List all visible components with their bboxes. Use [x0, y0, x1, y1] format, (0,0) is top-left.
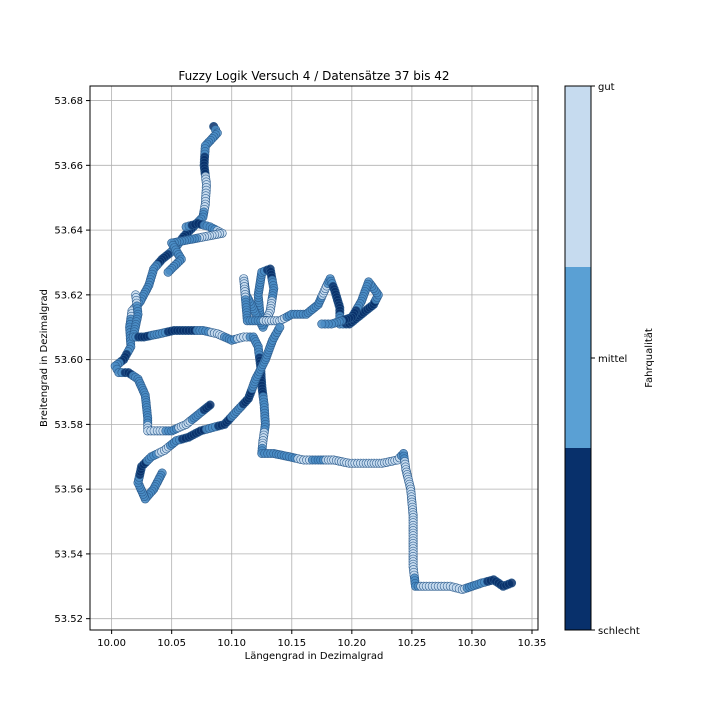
- y-tick-label: 53.60: [54, 355, 83, 366]
- x-tick-label: 10.00: [97, 638, 126, 649]
- y-tick-label: 53.66: [54, 161, 83, 172]
- track-points: [110, 122, 517, 594]
- grid-lines: [90, 86, 538, 630]
- x-tick-label: 10.15: [277, 638, 306, 649]
- y-tick-label: 53.62: [54, 290, 83, 301]
- y-tick-label: 53.68: [54, 96, 83, 107]
- chart-title: Fuzzy Logik Versuch 4 / Datensätze 37 bi…: [178, 69, 449, 83]
- y-tick-label: 53.58: [54, 420, 83, 431]
- y-axis-ticks: 53.52 53.54 53.56 53.58 53.60 53.62 53.64 53.66…: [54, 96, 90, 625]
- colorbar: gut mittel schlecht Fahrqualität: [564, 82, 655, 637]
- x-tick-label: 10.20: [338, 638, 367, 649]
- colorbar-label-schlecht: schlecht: [598, 626, 640, 637]
- x-tick-label: 10.25: [398, 638, 427, 649]
- colorbar-label-gut: gut: [598, 82, 615, 93]
- colorbar-band-gut: [565, 86, 591, 268]
- track-point: [205, 400, 215, 410]
- x-axis-label: Längengrad in Dezimalgrad: [245, 651, 384, 662]
- colorbar-title: Fahrqualität: [644, 328, 655, 388]
- plot-frame: [89, 85, 539, 631]
- track-point: [275, 322, 285, 332]
- x-tick-label: 10.35: [518, 638, 547, 649]
- track-point: [507, 578, 517, 588]
- colorbar-band-mittel: [565, 267, 591, 449]
- colorbar-label-mittel: mittel: [598, 354, 627, 365]
- track-point: [163, 267, 173, 277]
- y-tick-label: 53.56: [54, 485, 83, 496]
- y-tick-label: 53.54: [54, 549, 83, 560]
- y-tick-label: 53.52: [54, 614, 83, 625]
- x-axis-ticks: 10.00 10.05 10.10 10.15 10.20 10.25 10.30 10.35: [97, 630, 546, 649]
- x-tick-label: 10.30: [458, 638, 487, 649]
- y-axis-label: Breitengrad in Dezimalgrad: [39, 289, 50, 427]
- y-tick-label: 53.64: [54, 226, 83, 237]
- x-tick-label: 10.10: [217, 638, 246, 649]
- x-tick-label: 10.05: [157, 638, 186, 649]
- track-point: [317, 319, 327, 329]
- colorbar-band-schlecht: [565, 448, 591, 630]
